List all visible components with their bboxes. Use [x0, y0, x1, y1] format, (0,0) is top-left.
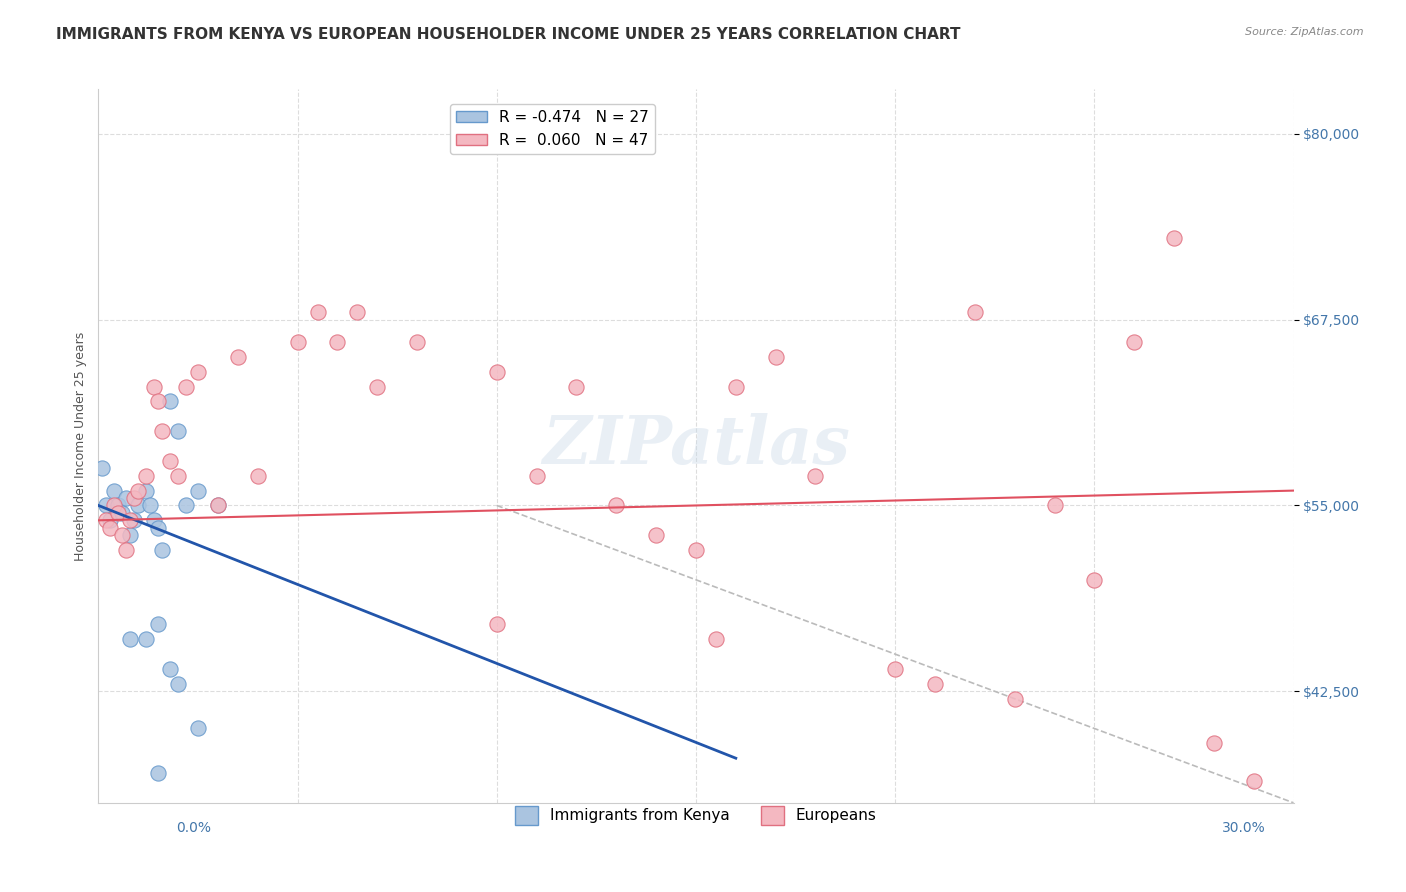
- Point: [124, 513, 146, 527]
- Point: [685, 543, 707, 558]
- Point: [135, 468, 157, 483]
- Point: [187, 722, 209, 736]
- Point: [526, 468, 548, 483]
- Point: [187, 365, 209, 379]
- Point: [98, 513, 122, 527]
- Point: [1163, 231, 1185, 245]
- Point: [924, 677, 946, 691]
- Point: [115, 491, 138, 505]
- Point: [120, 632, 142, 647]
- Text: 0.0%: 0.0%: [176, 821, 211, 835]
- Legend: Immigrants from Kenya, Europeans: Immigrants from Kenya, Europeans: [509, 800, 883, 830]
- Point: [645, 528, 668, 542]
- Point: [98, 521, 122, 535]
- Point: [1004, 691, 1026, 706]
- Point: [884, 662, 907, 676]
- Point: [96, 513, 118, 527]
- Text: Source: ZipAtlas.com: Source: ZipAtlas.com: [1246, 27, 1364, 37]
- Point: [135, 483, 157, 498]
- Point: [148, 617, 170, 632]
- Point: [287, 334, 309, 349]
- Point: [107, 506, 129, 520]
- Point: [605, 499, 627, 513]
- Point: [963, 305, 986, 319]
- Point: [96, 499, 118, 513]
- Point: [565, 379, 588, 393]
- Point: [148, 394, 170, 409]
- Point: [111, 506, 134, 520]
- Point: [187, 483, 209, 498]
- Point: [1202, 736, 1225, 750]
- Point: [159, 662, 181, 676]
- Point: [127, 483, 149, 498]
- Point: [207, 499, 229, 513]
- Point: [111, 528, 134, 542]
- Point: [406, 334, 429, 349]
- Point: [115, 543, 138, 558]
- Point: [1043, 499, 1066, 513]
- Point: [326, 334, 349, 349]
- Point: [366, 379, 388, 393]
- Point: [124, 491, 146, 505]
- Point: [1243, 773, 1265, 788]
- Point: [174, 379, 197, 393]
- Text: IMMIGRANTS FROM KENYA VS EUROPEAN HOUSEHOLDER INCOME UNDER 25 YEARS CORRELATION : IMMIGRANTS FROM KENYA VS EUROPEAN HOUSEH…: [56, 27, 960, 42]
- Point: [91, 461, 114, 475]
- Point: [103, 499, 125, 513]
- Point: [139, 499, 162, 513]
- Point: [159, 454, 181, 468]
- Text: ZIPatlas: ZIPatlas: [543, 414, 849, 478]
- Point: [246, 468, 269, 483]
- Point: [135, 632, 157, 647]
- Point: [143, 379, 166, 393]
- Point: [485, 617, 508, 632]
- Point: [150, 543, 173, 558]
- Point: [346, 305, 368, 319]
- Y-axis label: Householder Income Under 25 years: Householder Income Under 25 years: [75, 331, 87, 561]
- Point: [704, 632, 727, 647]
- Point: [724, 379, 747, 393]
- Point: [174, 499, 197, 513]
- Point: [148, 766, 170, 780]
- Point: [226, 350, 249, 364]
- Point: [167, 677, 190, 691]
- Point: [103, 483, 125, 498]
- Point: [307, 305, 329, 319]
- Point: [148, 521, 170, 535]
- Point: [143, 513, 166, 527]
- Point: [485, 365, 508, 379]
- Point: [150, 424, 173, 438]
- Point: [207, 499, 229, 513]
- Point: [804, 468, 827, 483]
- Point: [120, 528, 142, 542]
- Point: [765, 350, 787, 364]
- Point: [159, 394, 181, 409]
- Point: [127, 499, 149, 513]
- Point: [107, 499, 129, 513]
- Point: [1123, 334, 1146, 349]
- Point: [167, 468, 190, 483]
- Text: 30.0%: 30.0%: [1222, 821, 1265, 835]
- Point: [167, 424, 190, 438]
- Point: [1083, 573, 1105, 587]
- Point: [120, 513, 142, 527]
